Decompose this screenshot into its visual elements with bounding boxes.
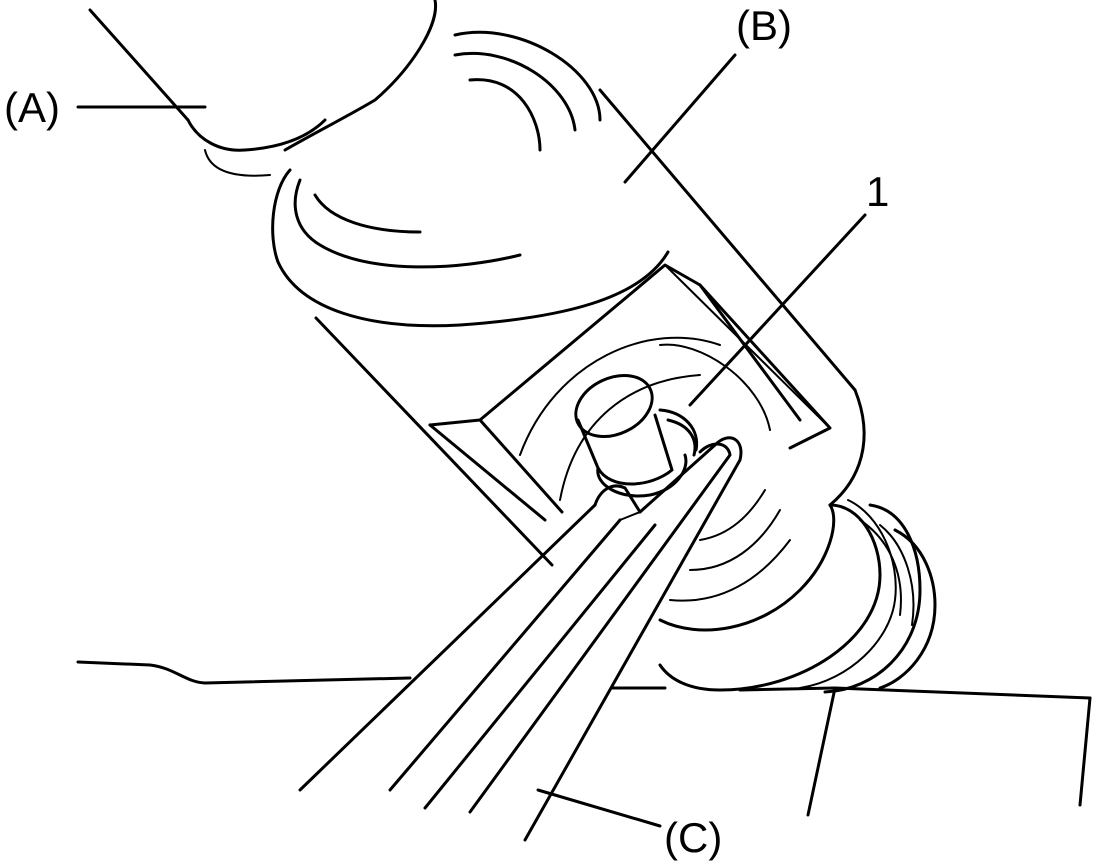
socket-adapter-b xyxy=(271,30,866,567)
leader-line-c xyxy=(536,788,662,828)
pliers-tool-c xyxy=(298,436,743,842)
leader-line-b xyxy=(623,53,737,184)
callout-label-b: (B) xyxy=(736,2,792,49)
base-housing xyxy=(76,660,1092,817)
pin-part-1 xyxy=(574,374,699,498)
callout-label-a: (A) xyxy=(4,84,60,131)
threaded-body xyxy=(658,489,937,694)
leader-line-1 xyxy=(688,213,867,407)
shaft-tool-a xyxy=(88,0,438,177)
callout-label-1: 1 xyxy=(866,168,889,215)
leader-lines xyxy=(76,53,867,828)
socket-window xyxy=(428,263,832,522)
callout-label-c: (C) xyxy=(664,814,722,861)
